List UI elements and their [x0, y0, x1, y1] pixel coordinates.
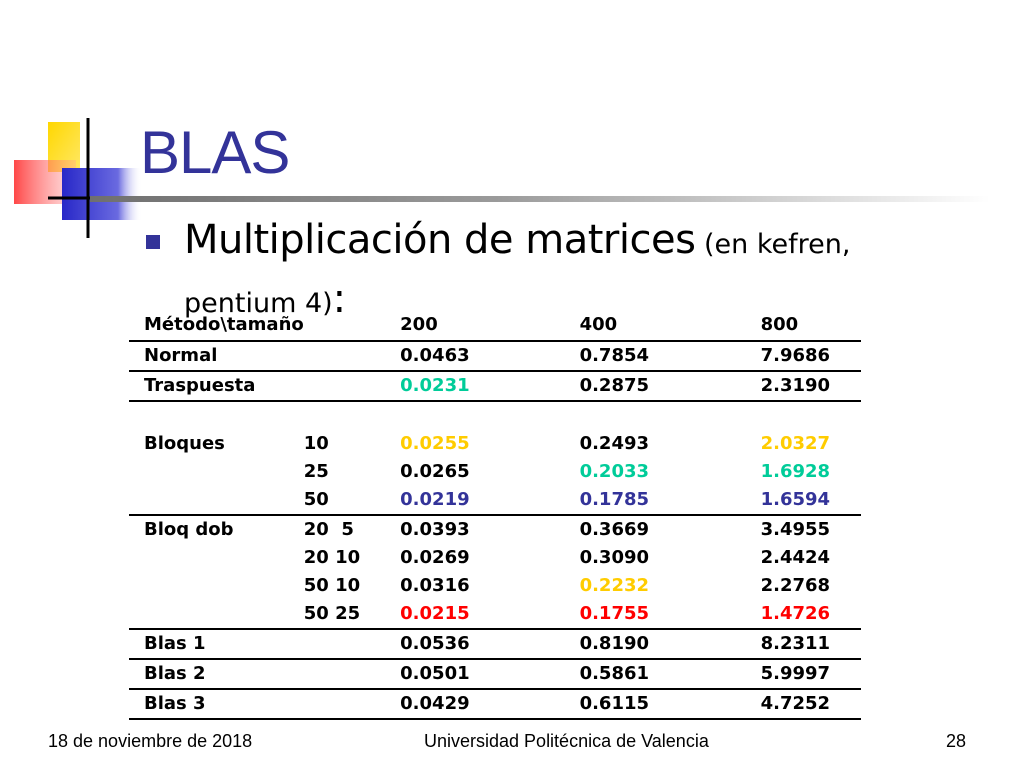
table-header-row: Método\tamaño 200 400 800 [129, 310, 861, 342]
time-value-cell: 1.6928 [760, 461, 831, 482]
table-row: Blas 1 0.0536 0.8190 8.2311 [129, 629, 861, 660]
time-value-cell: 0.1755 [579, 600, 761, 630]
parameter-cell: 50 [303, 486, 401, 516]
time-value-cell: 0.2875 [579, 375, 650, 396]
time-value-cell: 0.0265 [400, 461, 470, 482]
time-value-cell: 0.0316 [400, 575, 470, 596]
parameter-cell [303, 341, 401, 372]
time-value-cell: 1.4726 [760, 600, 861, 630]
time-value-cell: 8.2311 [760, 629, 861, 660]
table-row: Blas 3 0.0429 0.6115 4.7252 [129, 689, 861, 720]
time-value-cell: 0.2493 [579, 433, 650, 454]
method-cell [129, 544, 304, 572]
time-value-cell [400, 400, 580, 430]
method-cell: Normal [129, 341, 304, 372]
method-cell: Bloq dob [144, 519, 234, 540]
time-value-cell: 0.2033 [579, 461, 650, 482]
table-row: 20 10 0.0269 0.3090 2.4424 [129, 544, 861, 572]
method-cell: Blas 1 [129, 629, 304, 660]
time-value-cell: 0.6115 [579, 689, 761, 720]
time-value-cell: 2.4424 [760, 547, 831, 568]
time-value-cell [760, 400, 861, 430]
footer-date: 18 de noviembre de 2018 [48, 731, 253, 751]
table-row: Blas 2 0.0501 0.5861 5.9997 [129, 659, 861, 690]
parameter-cell [304, 371, 400, 401]
time-value-cell: 0.0231 [400, 375, 470, 396]
method-cell [129, 572, 304, 600]
bullet-detail-a: (en kefren, [695, 229, 851, 260]
method-cell: Bloques [144, 433, 225, 454]
bullet-square-icon [146, 235, 160, 249]
table-row: Bloq dob 20 5 0.0393 0.3669 3.4955 [129, 515, 861, 544]
time-value-cell: 0.0393 [400, 519, 470, 540]
time-value-cell: 0.0255 [400, 433, 470, 454]
time-value-cell: 0.0269 [400, 547, 470, 568]
time-value-cell: 2.2768 [760, 575, 831, 596]
method-cell [129, 458, 304, 486]
table-row: 50 0.0219 0.1785 1.6594 [129, 486, 861, 516]
table-row: 50 10 0.0316 0.2232 2.2768 [129, 572, 861, 600]
parameter-cell [303, 689, 401, 720]
method-cell [129, 486, 304, 516]
footer-page-number: 28 [946, 731, 967, 751]
table-header-cell: Método\tamaño [129, 310, 304, 342]
parameter-cell: 25 [303, 461, 329, 482]
time-value-cell: 0.7854 [579, 341, 761, 372]
time-value-cell: 2.3190 [760, 375, 831, 396]
decorative-squares-graphic [14, 118, 142, 238]
footer-institution: Universidad Politécnica de Valencia [424, 731, 709, 751]
bullet-text: Multiplicación de matrices (en kefren, p… [184, 213, 944, 331]
table-row: 50 25 0.0215 0.1755 1.4726 [129, 600, 861, 630]
time-value-cell: 2.0327 [760, 433, 831, 454]
table-header-cell [303, 310, 401, 342]
time-value-cell: 0.0501 [400, 659, 580, 690]
time-value-cell: 0.8190 [579, 629, 761, 660]
time-value-cell: 4.7252 [760, 689, 861, 720]
time-value-cell: 0.3090 [579, 547, 650, 568]
table-header-cell: 400 [579, 310, 761, 342]
time-value-cell: 0.5861 [579, 659, 761, 690]
parameter-cell [303, 629, 401, 660]
table-header-cell: 200 [400, 310, 580, 342]
table-row: Traspuesta 0.0231 0.2875 2.3190 [129, 371, 861, 401]
method-cell [129, 600, 304, 630]
time-value-cell: 1.6594 [760, 486, 861, 516]
parameter-cell: 10 [303, 433, 329, 454]
parameter-cell: 50 25 [303, 600, 401, 630]
results-table-body: Método\tamaño 200 400 800 Normal 0.0463 0.7854… [129, 310, 861, 720]
table-row [129, 400, 861, 430]
time-value-cell: 0.2232 [579, 575, 650, 596]
method-cell: Traspuesta [144, 375, 256, 396]
parameter-cell [303, 400, 401, 430]
time-value-cell: 5.9997 [760, 659, 861, 690]
time-value-cell [579, 400, 761, 430]
parameter-cell: 20 10 [303, 547, 361, 568]
time-value-cell: 0.0536 [400, 629, 580, 660]
time-value-cell: 7.9686 [760, 341, 861, 372]
method-cell: Blas 3 [129, 689, 304, 720]
method-cell [129, 400, 304, 430]
table-row: 25 0.0265 0.2033 1.6928 [129, 458, 861, 486]
time-value-cell: 0.0429 [400, 689, 580, 720]
table-row: Bloques 10 0.0255 0.2493 2.0327 [129, 430, 861, 458]
results-table: Método\tamaño 200 400 800 Normal 0.0463 0.7854… [129, 310, 861, 720]
time-value-cell: 0.1785 [579, 486, 761, 516]
table-row: Normal 0.0463 0.7854 7.9686 [129, 341, 861, 372]
time-value-cell: 0.0219 [400, 486, 580, 516]
parameter-cell [303, 659, 401, 690]
parameter-cell: 50 10 [303, 575, 361, 596]
time-value-cell: 0.3669 [579, 519, 650, 540]
table-header-cell: 800 [760, 310, 861, 342]
bullet-main: Multiplicación de matrices [184, 217, 696, 263]
time-value-cell: 0.0215 [400, 600, 580, 630]
time-value-cell: 3.4955 [760, 519, 831, 540]
method-cell: Blas 2 [129, 659, 304, 690]
title-underline-rule [90, 196, 990, 202]
slide-title: BLAS [140, 119, 290, 186]
parameter-cell: 20 5 [303, 519, 354, 540]
time-value-cell: 0.0463 [400, 341, 580, 372]
